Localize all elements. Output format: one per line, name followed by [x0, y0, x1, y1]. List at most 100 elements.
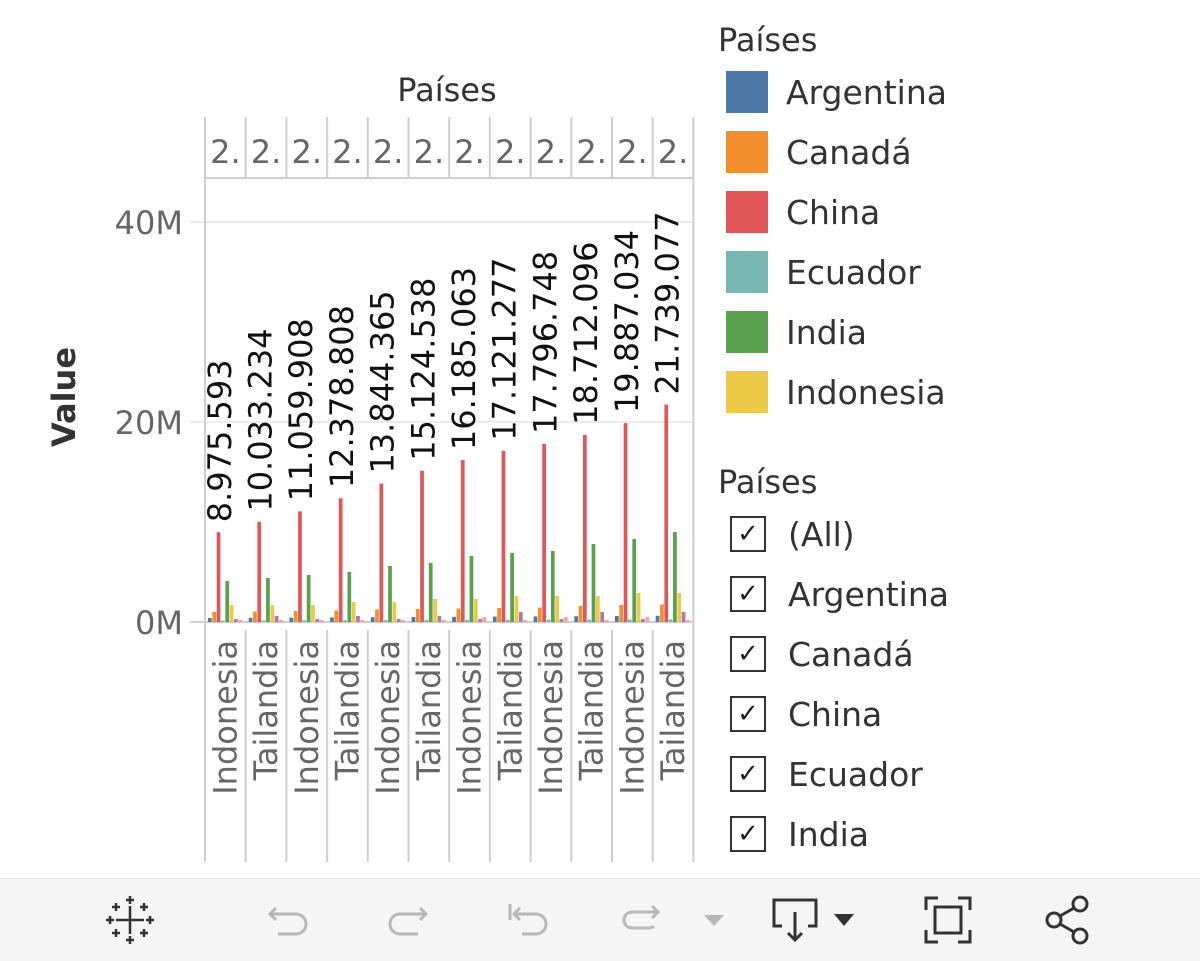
bar — [465, 619, 469, 622]
bar — [623, 423, 628, 622]
bar — [460, 460, 465, 622]
filter-label: Canadá — [788, 634, 914, 674]
bar — [574, 616, 579, 622]
legend-item[interactable]: Ecuador — [718, 242, 1188, 302]
legend-swatch — [726, 371, 768, 413]
bar — [375, 609, 379, 622]
bar — [225, 581, 230, 622]
x-category-label: Indonesia — [451, 640, 489, 795]
bar — [615, 616, 619, 622]
y-tick-label: 20M — [115, 404, 183, 442]
redo-icon[interactable] — [378, 891, 438, 949]
bar — [492, 616, 497, 622]
bar — [424, 620, 429, 622]
filter-label: India — [788, 814, 869, 854]
bar — [433, 599, 437, 622]
x-category-label: Tailandia — [328, 640, 366, 781]
download-icon[interactable] — [762, 891, 862, 949]
bar — [501, 450, 506, 622]
legend-label: Indonesia — [786, 372, 946, 412]
refresh-icon[interactable] — [610, 891, 670, 949]
bar — [420, 470, 424, 622]
legend-label: Ecuador — [786, 252, 921, 292]
filter-item[interactable]: ✓ Canadá — [718, 624, 1188, 684]
legend-title: Países — [718, 21, 818, 59]
filter-item[interactable]: ✓ India — [718, 804, 1188, 864]
bar — [311, 605, 315, 622]
pause-dropdown-icon[interactable] — [696, 891, 732, 949]
checkbox[interactable]: ✓ — [730, 576, 766, 612]
filter-title: Países — [718, 463, 818, 501]
legend-item[interactable]: Canadá — [718, 122, 1188, 182]
column-header-label: 2. — [454, 133, 485, 171]
y-axis-label: Value — [45, 347, 83, 447]
bar — [392, 602, 397, 622]
bar — [330, 617, 334, 622]
bar — [319, 620, 324, 622]
column-header-label: 2. — [373, 133, 404, 171]
column-header-label: 2. — [332, 133, 363, 171]
x-category-label: Tailandia — [491, 640, 529, 781]
data-label: 21.739.077 — [649, 211, 687, 394]
revert-icon[interactable] — [498, 891, 558, 949]
bar — [619, 605, 624, 622]
checkbox[interactable]: ✓ — [730, 756, 766, 792]
color-legend: Países Argentina Canadá China Ecuador India I… — [718, 18, 1188, 422]
checkbox[interactable]: ✓ — [730, 696, 766, 732]
legend-swatch — [726, 71, 768, 113]
filter-item[interactable]: ✓ China — [718, 684, 1188, 744]
bar — [347, 572, 352, 622]
toolbar — [0, 878, 1200, 961]
bar — [216, 532, 221, 622]
y-tick-label: 0M — [135, 604, 183, 642]
countries-filter: Países ✓ (All) ✓ Argentina ✓ Canadá ✓ China ✓ Ecu… — [718, 460, 1188, 864]
undo-icon[interactable] — [258, 891, 318, 949]
bar — [452, 616, 456, 622]
bar — [441, 620, 446, 622]
bar — [221, 620, 225, 622]
data-label: 18.712.096 — [567, 242, 605, 425]
bar — [229, 605, 234, 622]
column-header-label: 2. — [414, 133, 445, 171]
checkbox[interactable]: ✓ — [730, 516, 766, 552]
legend-label: China — [786, 192, 881, 232]
filter-label: Ecuador — [788, 754, 923, 794]
chart-title: Países — [397, 71, 496, 109]
legend-item[interactable]: China — [718, 182, 1188, 242]
bar — [351, 602, 356, 622]
x-category-label: Indonesia — [288, 640, 326, 795]
bar — [270, 605, 275, 622]
filter-item[interactable]: ✓ Argentina — [718, 564, 1188, 624]
bar — [578, 606, 583, 622]
bar — [302, 620, 307, 622]
legend-item[interactable]: Indonesia — [718, 362, 1188, 422]
bar — [681, 612, 686, 622]
column-header-label: 2. — [658, 133, 689, 171]
x-category-label: Tailandia — [573, 640, 611, 781]
legend-item[interactable]: Argentina — [718, 62, 1188, 122]
data-label: 8.975.593 — [201, 359, 239, 522]
bar — [660, 604, 664, 622]
legend-item[interactable]: India — [718, 302, 1188, 362]
x-category-label: Indonesia — [206, 640, 244, 795]
bar — [587, 619, 592, 622]
fullscreen-icon[interactable] — [918, 891, 978, 949]
checkbox[interactable]: ✓ — [730, 816, 766, 852]
filter-item[interactable]: ✓ Ecuador — [718, 744, 1188, 804]
bar — [518, 612, 523, 622]
bar — [632, 539, 637, 622]
bar — [279, 620, 283, 622]
bar — [542, 444, 547, 622]
tableau-logo-icon[interactable] — [100, 891, 160, 949]
bar — [437, 616, 442, 622]
bar — [546, 619, 551, 622]
bar — [514, 596, 519, 622]
bar — [401, 620, 405, 622]
filter-item[interactable]: ✓ (All) — [718, 504, 1188, 564]
bar — [645, 617, 650, 622]
data-label: 10.033.234 — [242, 328, 280, 511]
bar — [396, 619, 401, 622]
share-icon[interactable] — [1038, 891, 1098, 949]
checkbox[interactable]: ✓ — [730, 636, 766, 672]
bar — [289, 617, 294, 622]
